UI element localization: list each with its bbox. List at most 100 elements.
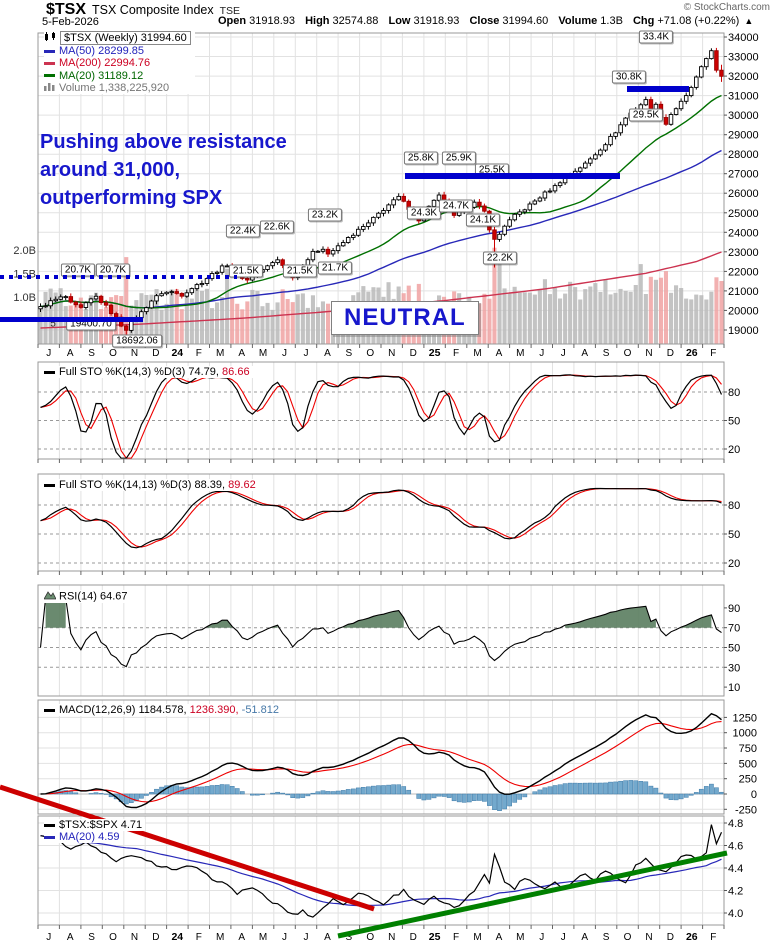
price-callout: 22.2K bbox=[482, 251, 518, 265]
volume-value: 1.3B bbox=[600, 15, 623, 27]
svg-text:J: J bbox=[539, 348, 544, 359]
svg-text:J: J bbox=[304, 932, 309, 943]
price-callout: 21.5K bbox=[282, 264, 318, 278]
svg-text:O: O bbox=[109, 932, 117, 943]
svg-text:-250: -250 bbox=[735, 804, 757, 816]
partial-axis-label: 5 bbox=[50, 318, 56, 330]
svg-text:D: D bbox=[152, 932, 159, 943]
svg-text:24: 24 bbox=[171, 347, 183, 359]
svg-text:0: 0 bbox=[751, 789, 757, 801]
svg-text:F: F bbox=[710, 932, 716, 943]
svg-text:J: J bbox=[304, 348, 309, 359]
svg-text:O: O bbox=[109, 348, 117, 359]
price-callout: 24.1K bbox=[465, 213, 501, 227]
svg-text:19000: 19000 bbox=[728, 325, 759, 337]
ma20-dash-icon bbox=[44, 74, 55, 78]
volume-bars-icon bbox=[44, 82, 56, 94]
rsi-plot bbox=[39, 597, 722, 668]
resistance-support-line bbox=[405, 173, 620, 179]
svg-text:M: M bbox=[473, 348, 481, 359]
svg-text:F: F bbox=[196, 348, 202, 359]
ma-dash-icon bbox=[44, 835, 55, 839]
svg-text:N: N bbox=[645, 932, 652, 943]
svg-text:A: A bbox=[238, 348, 245, 359]
main-legend: $TSX (Weekly) 31994.60 MA(50) 28299.85 M… bbox=[44, 31, 195, 95]
svg-text:50: 50 bbox=[728, 529, 740, 541]
svg-text:4.6: 4.6 bbox=[728, 841, 743, 853]
svg-text:4.4: 4.4 bbox=[728, 863, 743, 875]
line-dash-icon bbox=[44, 370, 55, 374]
svg-text:J: J bbox=[46, 348, 51, 359]
svg-text:A: A bbox=[324, 348, 331, 359]
open-label: Open bbox=[218, 15, 247, 27]
sto-slow-label: Full STO %K(14,13) %D(3) 88.39, 89.62 bbox=[44, 479, 259, 491]
annotation-note: Pushing above resistance around 31,000, … bbox=[40, 131, 287, 209]
svg-text:1000: 1000 bbox=[733, 728, 757, 740]
svg-text:F: F bbox=[453, 348, 459, 359]
svg-text:30: 30 bbox=[728, 662, 740, 674]
price-callout: 21.7K bbox=[317, 261, 353, 275]
svg-text:25: 25 bbox=[429, 931, 441, 943]
ma20-line bbox=[40, 94, 722, 309]
svg-text:S: S bbox=[88, 932, 95, 943]
svg-text:90: 90 bbox=[728, 603, 740, 615]
price-callout: 23.2K bbox=[307, 208, 343, 222]
svg-text:M: M bbox=[259, 932, 267, 943]
resistance-support-line bbox=[0, 317, 143, 322]
svg-text:27000: 27000 bbox=[728, 169, 759, 181]
stockcharts-credit: © StockCharts.com bbox=[683, 2, 770, 13]
low-label: Low bbox=[388, 15, 411, 27]
svg-text:20: 20 bbox=[728, 444, 740, 456]
line-dash-icon bbox=[44, 483, 55, 487]
svg-text:26: 26 bbox=[686, 347, 698, 359]
svg-text:D: D bbox=[152, 348, 159, 359]
svg-text:N: N bbox=[388, 932, 395, 943]
svg-text:M: M bbox=[516, 348, 524, 359]
price-callout: 29.5K bbox=[628, 108, 664, 122]
svg-text:O: O bbox=[624, 348, 632, 359]
svg-text:N: N bbox=[131, 932, 138, 943]
svg-text:A: A bbox=[581, 932, 588, 943]
svg-text:M: M bbox=[516, 932, 524, 943]
exchange: TSE bbox=[219, 5, 241, 17]
svg-text:31000: 31000 bbox=[728, 91, 759, 103]
svg-text:32000: 32000 bbox=[728, 71, 759, 83]
svg-text:J: J bbox=[561, 348, 566, 359]
price-callout: 25.8K bbox=[403, 151, 439, 165]
macd-label: MACD(12,26,9) 1184.578, 1236.390, -51.81… bbox=[44, 704, 282, 716]
legend-ma200: MA(200) 22994.76 bbox=[59, 57, 151, 70]
svg-text:O: O bbox=[624, 932, 632, 943]
svg-text:1.0B: 1.0B bbox=[13, 292, 36, 304]
svg-text:S: S bbox=[603, 932, 610, 943]
svg-text:A: A bbox=[67, 348, 74, 359]
svg-text:20000: 20000 bbox=[728, 305, 759, 317]
svg-text:25000: 25000 bbox=[728, 208, 759, 220]
svg-text:M: M bbox=[216, 932, 224, 943]
svg-text:30000: 30000 bbox=[728, 110, 759, 122]
line-dash-icon bbox=[44, 823, 55, 827]
svg-text:A: A bbox=[496, 932, 503, 943]
price-callout: 21.5K bbox=[228, 264, 264, 278]
legend-title: $TSX (Weekly) 31994.60 bbox=[60, 31, 191, 46]
svg-text:26: 26 bbox=[686, 931, 698, 943]
legend-ma20: MA(20) 31189.12 bbox=[59, 69, 144, 82]
svg-text:26000: 26000 bbox=[728, 188, 759, 200]
svg-text:750: 750 bbox=[739, 743, 757, 755]
price-callout: 18692.06 bbox=[112, 334, 162, 348]
svg-text:4.0: 4.0 bbox=[728, 908, 743, 920]
svg-text:24000: 24000 bbox=[728, 227, 759, 239]
svg-text:21000: 21000 bbox=[728, 286, 759, 298]
index-name: TSX Composite Index bbox=[92, 3, 214, 17]
svg-text:J: J bbox=[46, 932, 51, 943]
rsi-label: RSI(14) 64.67 bbox=[43, 590, 131, 603]
svg-text:70: 70 bbox=[728, 623, 740, 635]
svg-text:S: S bbox=[345, 348, 352, 359]
sto-slow-plot bbox=[40, 487, 722, 549]
chg-label: Chg bbox=[632, 15, 655, 27]
svg-text:A: A bbox=[496, 348, 503, 359]
svg-text:24: 24 bbox=[171, 931, 183, 943]
chart-date: 5-Feb-2026 bbox=[42, 16, 99, 28]
svg-text:S: S bbox=[603, 348, 610, 359]
svg-text:A: A bbox=[67, 932, 74, 943]
svg-text:2.0B: 2.0B bbox=[13, 245, 36, 257]
